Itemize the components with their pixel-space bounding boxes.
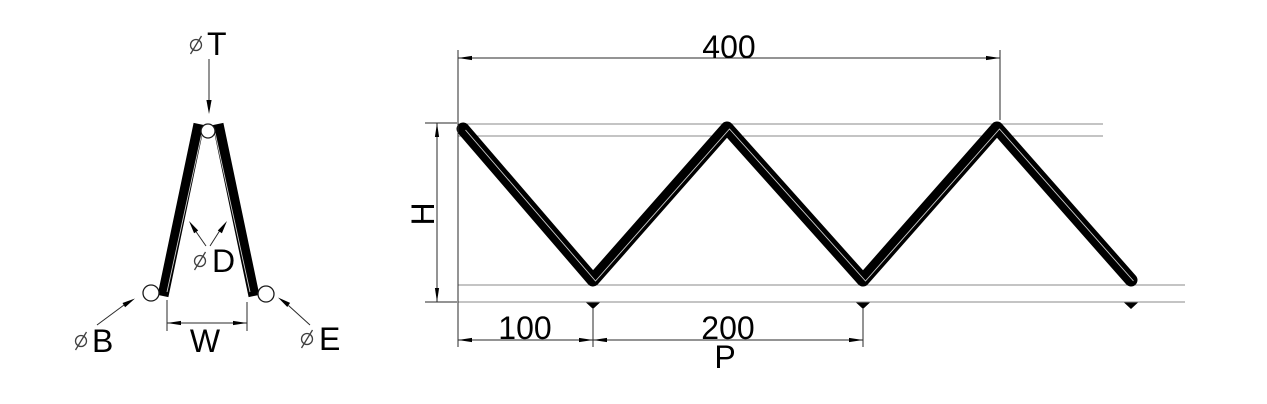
elevation-view xyxy=(425,50,1185,347)
pitch-dimension-text: 200 xyxy=(701,310,755,346)
diameter-icon xyxy=(74,331,88,351)
end-offset-dimension-text: 100 xyxy=(498,310,552,346)
bottom-chord-lines xyxy=(458,284,1185,303)
leader-diagonal-wires xyxy=(189,221,227,247)
dimension-width xyxy=(166,300,248,331)
top-wire-circle xyxy=(200,123,216,139)
pitch-label: P xyxy=(714,339,736,375)
diagonal-wire-label: D xyxy=(212,243,236,279)
diameter-icon xyxy=(189,35,203,55)
leader-bottom-right-wire xyxy=(278,297,311,326)
top-wire-label: T xyxy=(207,26,227,62)
leader-top-wire xyxy=(206,59,212,114)
dimension-height xyxy=(425,122,457,303)
dimension-overall-length xyxy=(457,50,1001,347)
bottom-right-wire-circle xyxy=(257,285,275,303)
height-dimension-label: H xyxy=(405,202,441,226)
diameter-icon xyxy=(300,329,314,349)
diameter-icon xyxy=(193,251,207,271)
overall-length-dimension-text: 400 xyxy=(702,29,756,65)
diagonal-wire-zigzag xyxy=(456,121,1138,287)
section-diagonal-wires xyxy=(157,122,260,298)
cross-section-view xyxy=(96,59,311,331)
dimension-offset-and-pitch xyxy=(458,309,864,347)
width-dimension-label: W xyxy=(189,323,221,359)
leader-bottom-left-wire xyxy=(96,298,135,326)
bottom-left-wire-label: B xyxy=(92,323,114,359)
wire-bend-tips xyxy=(586,302,1138,309)
bottom-left-wire-circle xyxy=(142,284,160,302)
bottom-right-wire-label: E xyxy=(319,321,341,357)
